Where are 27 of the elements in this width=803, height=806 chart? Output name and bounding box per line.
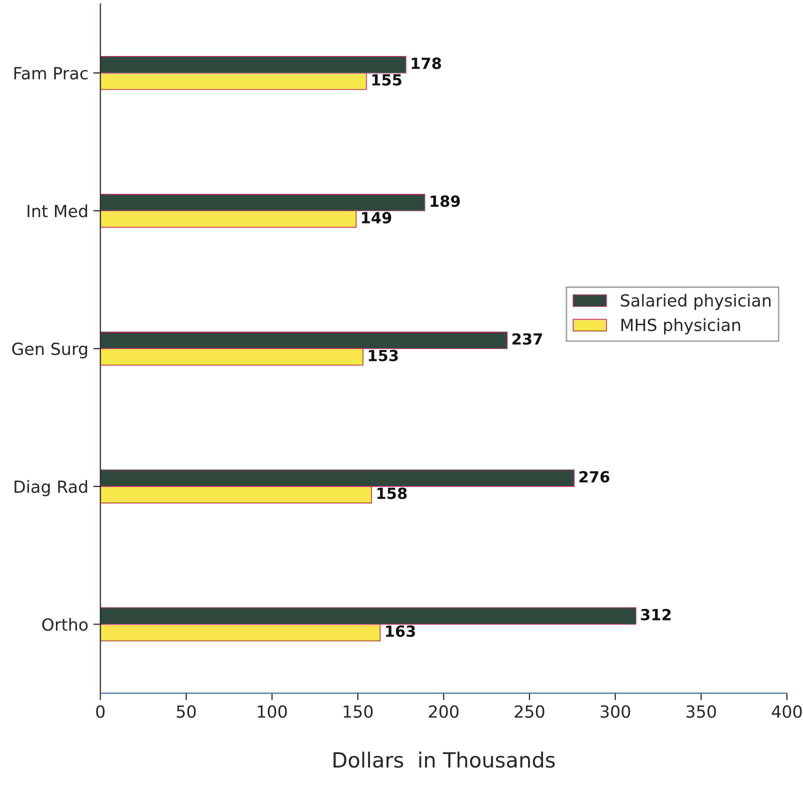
data-label: 155: [372, 74, 402, 86]
x-tick-label: 150: [344, 705, 373, 718]
data-label: 149: [362, 212, 392, 224]
data-label: 276: [579, 471, 610, 483]
y-tick-label: Fam Prac: [14, 67, 88, 80]
data-label: 158: [377, 488, 407, 500]
y-tick-label: Int Med: [28, 204, 88, 218]
y-tick-label: Diag Rad: [14, 480, 88, 496]
data-label: 163: [386, 625, 415, 637]
x-tick-label: 100: [258, 705, 287, 718]
data-label: 153: [368, 350, 398, 362]
x-tick-label: 0: [96, 705, 105, 718]
x-tick-label: 50: [176, 705, 196, 718]
x-axis-title: Dollars in Thousands: [334, 752, 555, 768]
x-tick-label: 250: [514, 705, 544, 718]
x-tick-label: 200: [428, 705, 458, 718]
data-label: 312: [641, 608, 671, 620]
y-tick-label: Ortho: [42, 618, 88, 631]
data-label: 189: [430, 195, 460, 207]
x-tick-label: 350: [686, 705, 716, 718]
y-tick-label: Gen Surg: [12, 342, 88, 358]
data-label: 237: [512, 333, 542, 345]
data-label: 178: [412, 58, 442, 70]
x-tick-label: 300: [600, 705, 630, 718]
legend-label: MHS physician: [621, 318, 740, 334]
legend-label: Salaried physician: [620, 294, 771, 310]
x-tick-label: 400: [772, 705, 802, 718]
